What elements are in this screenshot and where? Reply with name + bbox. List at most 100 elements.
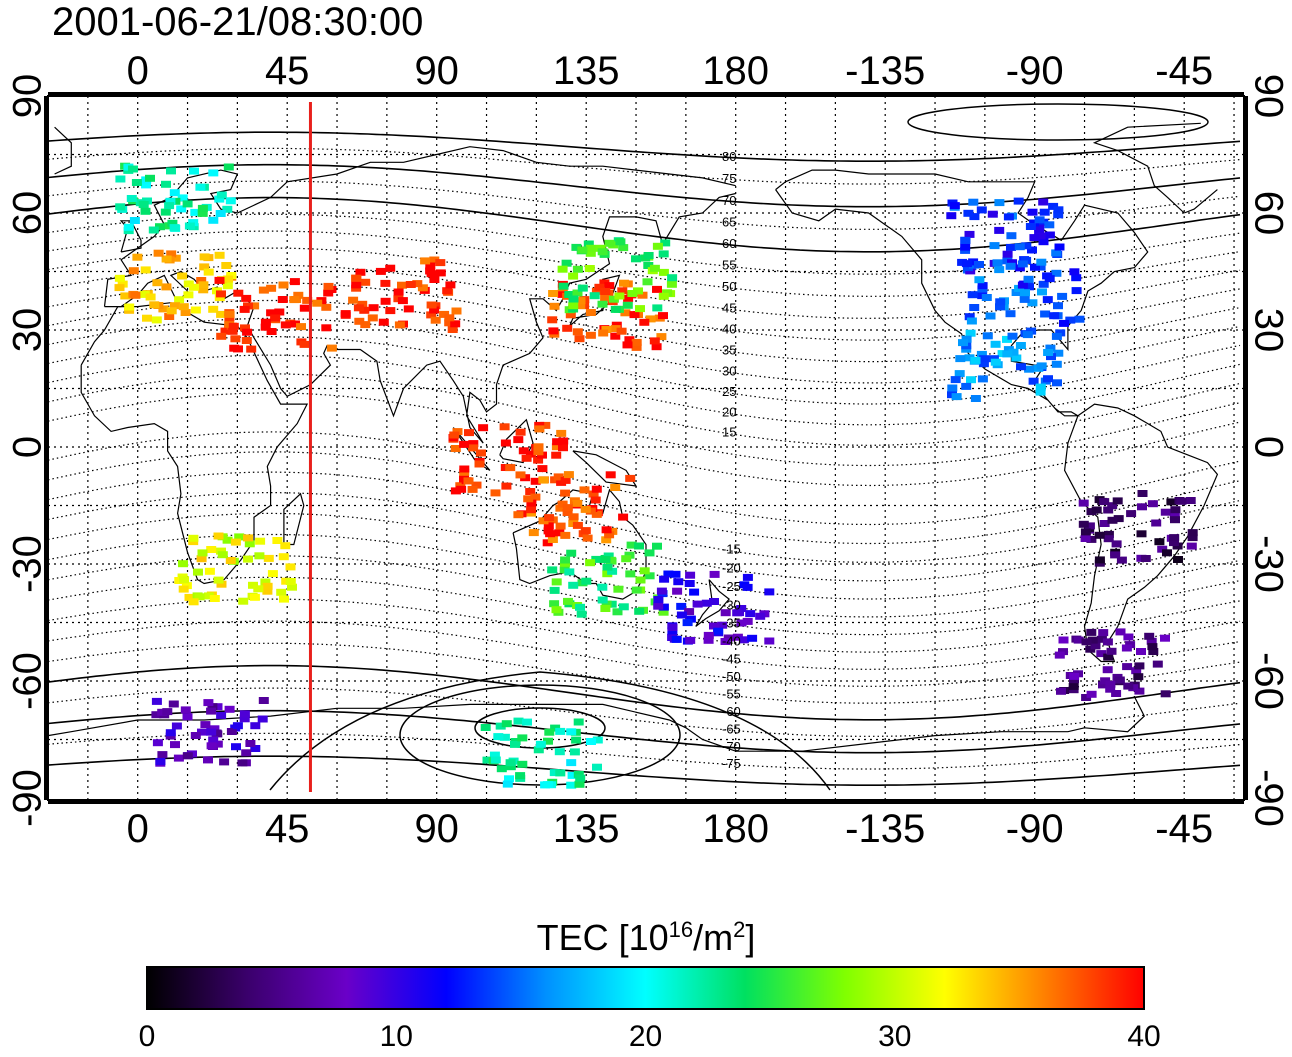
tec-cell (194, 593, 205, 601)
tec-cell (1113, 515, 1124, 523)
tec-cell (495, 722, 506, 730)
tec-cell (429, 276, 440, 283)
contour-label: -50 (722, 669, 741, 684)
tec-cell (517, 734, 528, 742)
right-lat-label: -30 (1246, 535, 1290, 593)
contour-label: -60 (722, 704, 741, 719)
tec-cell (115, 203, 126, 211)
tec-cell (378, 318, 389, 326)
tec-cell (212, 740, 223, 748)
tec-cell (1160, 508, 1171, 516)
tec-cell (1040, 310, 1051, 318)
tec-cell (968, 258, 979, 266)
tec-cell (990, 340, 1001, 348)
tec-cell (255, 537, 266, 545)
tec-cell (738, 636, 749, 644)
tec-cell (1035, 263, 1046, 271)
bottom-lon-label: 45 (265, 807, 310, 851)
tec-cell (625, 474, 636, 482)
colorbar-tick-label: 30 (878, 1020, 912, 1053)
tec-cell (1121, 644, 1132, 652)
top-lon-label: 180 (702, 49, 769, 93)
tec-cell (1187, 529, 1198, 537)
tec-cell (1051, 269, 1062, 277)
tec-cell (1002, 335, 1012, 343)
tec-cell (124, 303, 135, 311)
left-lat-label: -30 (6, 535, 50, 593)
contour-label: -25 (722, 579, 741, 594)
tec-cell (1078, 499, 1089, 507)
tec-cell (736, 605, 747, 612)
contour-label: -65 (722, 722, 741, 737)
tec-cell (960, 236, 971, 244)
tec-cell (685, 636, 696, 644)
tec-cell (375, 267, 386, 275)
tec-cell (658, 292, 669, 300)
coastline (695, 579, 730, 627)
tec-cell (213, 532, 224, 540)
tec-cell (670, 570, 681, 578)
tec-cell (969, 213, 980, 221)
tec-cell (412, 280, 423, 288)
tec-cell (947, 384, 958, 392)
tec-cell (560, 476, 571, 484)
tec-cell (231, 743, 241, 751)
bottom-lon-label: 0 (127, 807, 149, 851)
tec-cell (1090, 642, 1101, 650)
tec-cell (533, 746, 544, 754)
tec-cell (435, 259, 446, 267)
tec-cell (644, 549, 655, 557)
tec-cell (1053, 206, 1064, 214)
contour-line (47, 664, 1241, 721)
tec-cell (262, 582, 273, 590)
tec-cell (216, 191, 227, 199)
tec-cell (658, 312, 668, 320)
tec-cell (564, 568, 575, 576)
tec-cell (1045, 344, 1056, 352)
contour-label: -30 (722, 597, 741, 612)
tec-cell (523, 495, 534, 503)
contour-line (47, 598, 1241, 670)
tec-cell (643, 262, 654, 269)
tec-cell (1137, 490, 1148, 497)
tec-cell (1094, 531, 1105, 539)
tec-cell (631, 338, 642, 346)
tec-cell (249, 302, 260, 310)
tec-cell (178, 585, 189, 593)
tec-cell (1103, 535, 1114, 543)
tec-cell (965, 329, 976, 337)
tec-cell (659, 575, 670, 583)
tec-cell (985, 312, 996, 320)
contour-label: -35 (722, 616, 741, 631)
tec-cell (266, 284, 277, 292)
tec-cell (131, 179, 142, 186)
tec-cell (568, 302, 579, 310)
tec-cell (220, 327, 231, 335)
tec-cell (617, 287, 628, 295)
tec-cell (161, 180, 171, 188)
tec-cell (250, 722, 261, 730)
tec-cell (270, 314, 281, 322)
tec-cell (1080, 535, 1091, 542)
tec-cell (588, 490, 599, 498)
tec-cell (234, 533, 245, 541)
tec-cell (574, 335, 585, 343)
tec-cell (977, 282, 988, 290)
contour-line (47, 131, 1241, 162)
tec-cell (478, 424, 489, 432)
tec-cell (166, 167, 176, 175)
tec-cell (518, 447, 529, 455)
tec-cell (274, 308, 285, 316)
tec-cell (1078, 520, 1089, 528)
tec-cell (656, 587, 667, 595)
tec-cell (1005, 262, 1016, 270)
tec-cell (1086, 690, 1097, 698)
tec-cell (572, 328, 583, 336)
tec-cell (572, 499, 583, 507)
tec-cell (604, 531, 615, 539)
tec-cell (1027, 299, 1038, 307)
tec-cell (285, 563, 296, 571)
tec-cell (355, 268, 366, 276)
tec-cell (296, 323, 306, 331)
tec-cell (537, 465, 548, 473)
